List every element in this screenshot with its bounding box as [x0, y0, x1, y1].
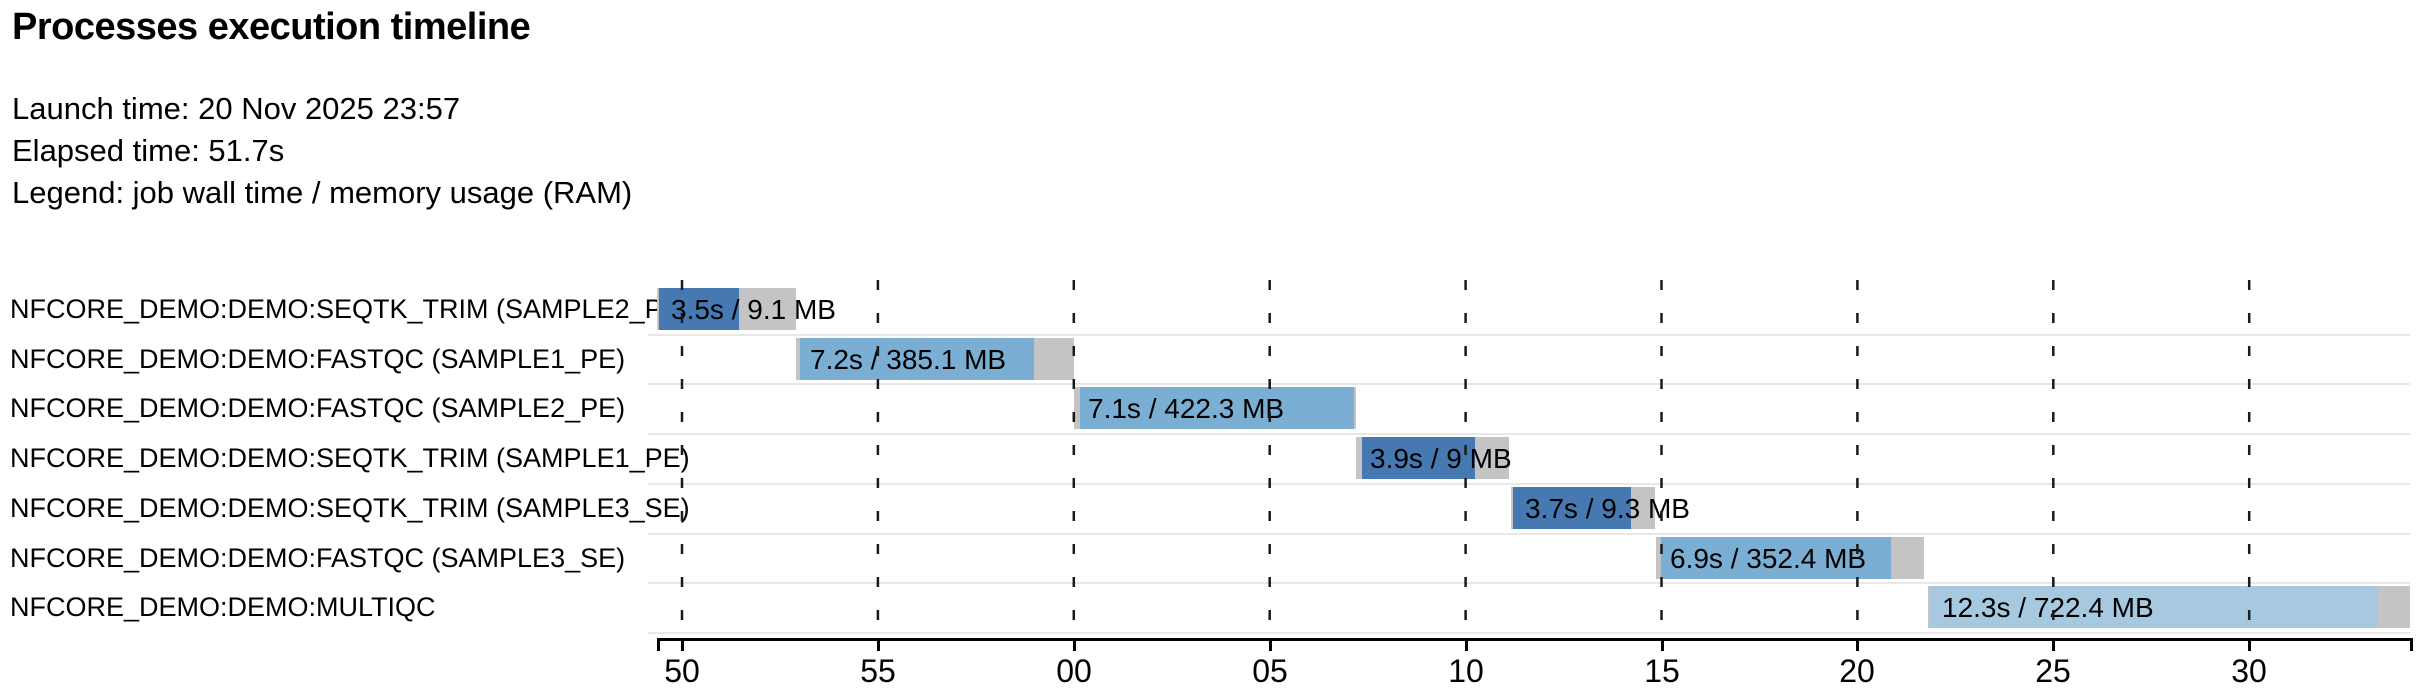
axis-tick-label: 30	[2231, 653, 2267, 689]
process-label: NFCORE_DEMO:DEMO:FASTQC (SAMPLE1_PE)	[10, 344, 626, 374]
axis-tick	[1073, 638, 1076, 651]
axis-tick-label: 50	[664, 653, 700, 689]
run-info: Launch time: 20 Nov 2025 23:57 Elapsed t…	[12, 88, 632, 214]
task-bar-run	[1362, 437, 1475, 479]
axis-tick-label: 00	[1056, 653, 1092, 689]
task-bar-run	[1661, 537, 1891, 579]
axis-tick	[681, 638, 684, 651]
task-bar-run	[659, 288, 739, 330]
axis-tick-label: 05	[1252, 653, 1288, 689]
axis-tick	[1661, 638, 1664, 651]
axis-end-tick	[657, 638, 660, 651]
page-title: Processes execution timeline	[12, 6, 531, 48]
axis-tick	[1465, 638, 1468, 651]
process-label: NFCORE_DEMO:DEMO:FASTQC (SAMPLE2_PE)	[10, 393, 626, 423]
process-label: NFCORE_DEMO:DEMO:FASTQC (SAMPLE3_SE)	[10, 543, 626, 573]
row-separator	[648, 582, 2410, 584]
row-separator	[648, 433, 2410, 435]
axis-end-tick	[2410, 638, 2413, 651]
axis-tick-label: 10	[1448, 653, 1484, 689]
process-label: NFCORE_DEMO:DEMO:SEQTK_TRIM (SAMPLE1_PE)	[10, 443, 690, 473]
axis-tick-label: 25	[2035, 653, 2071, 689]
process-label: NFCORE_DEMO:DEMO:MULTIQC	[10, 592, 436, 622]
row-separator	[648, 533, 2410, 535]
task-bar-label: 3.5s / 9.1 MB	[671, 294, 836, 325]
task-bar-label: 7.2s / 385.1 MB	[810, 344, 1007, 375]
task-bar-run	[800, 338, 1034, 380]
row-separator	[648, 632, 2410, 634]
task-bar-label: 3.9s / 9 MB	[1370, 443, 1512, 474]
axis-tick	[2052, 638, 2055, 651]
task-bar-run	[1513, 487, 1631, 529]
task-bar-label: 6.9s / 352.4 MB	[1670, 543, 1867, 574]
axis-tick	[1856, 638, 1859, 651]
task-bar-label: 12.3s / 722.4 MB	[1942, 592, 2154, 623]
row-separator	[648, 334, 2410, 336]
axis-tick	[1269, 638, 1272, 651]
task-bar-run	[1930, 586, 2378, 628]
axis-tick-label: 20	[1839, 653, 1875, 689]
axis-tick-label: 15	[1644, 653, 1680, 689]
task-bar-label: 7.1s / 422.3 MB	[1088, 393, 1285, 424]
elapsed-time-text: Elapsed time: 51.7s	[12, 133, 285, 168]
row-separator	[648, 383, 2410, 385]
task-bar-label: 3.7s / 9.3 MB	[1525, 493, 1690, 524]
axis-tick	[2248, 638, 2251, 651]
process-label: NFCORE_DEMO:DEMO:SEQTK_TRIM (SAMPLE3_SE)	[10, 493, 690, 523]
time-axis-line	[657, 638, 2410, 641]
launch-time-text: Launch time: 20 Nov 2025 23:57	[12, 91, 461, 126]
task-bar-run	[1080, 387, 1354, 429]
legend-text: Legend: job wall time / memory usage (RA…	[12, 175, 633, 210]
axis-tick	[877, 638, 880, 651]
process-label: NFCORE_DEMO:DEMO:SEQTK_TRIM (SAMPLE2_PE)	[10, 294, 690, 324]
axis-tick-label: 55	[860, 653, 896, 689]
row-separator	[648, 483, 2410, 485]
